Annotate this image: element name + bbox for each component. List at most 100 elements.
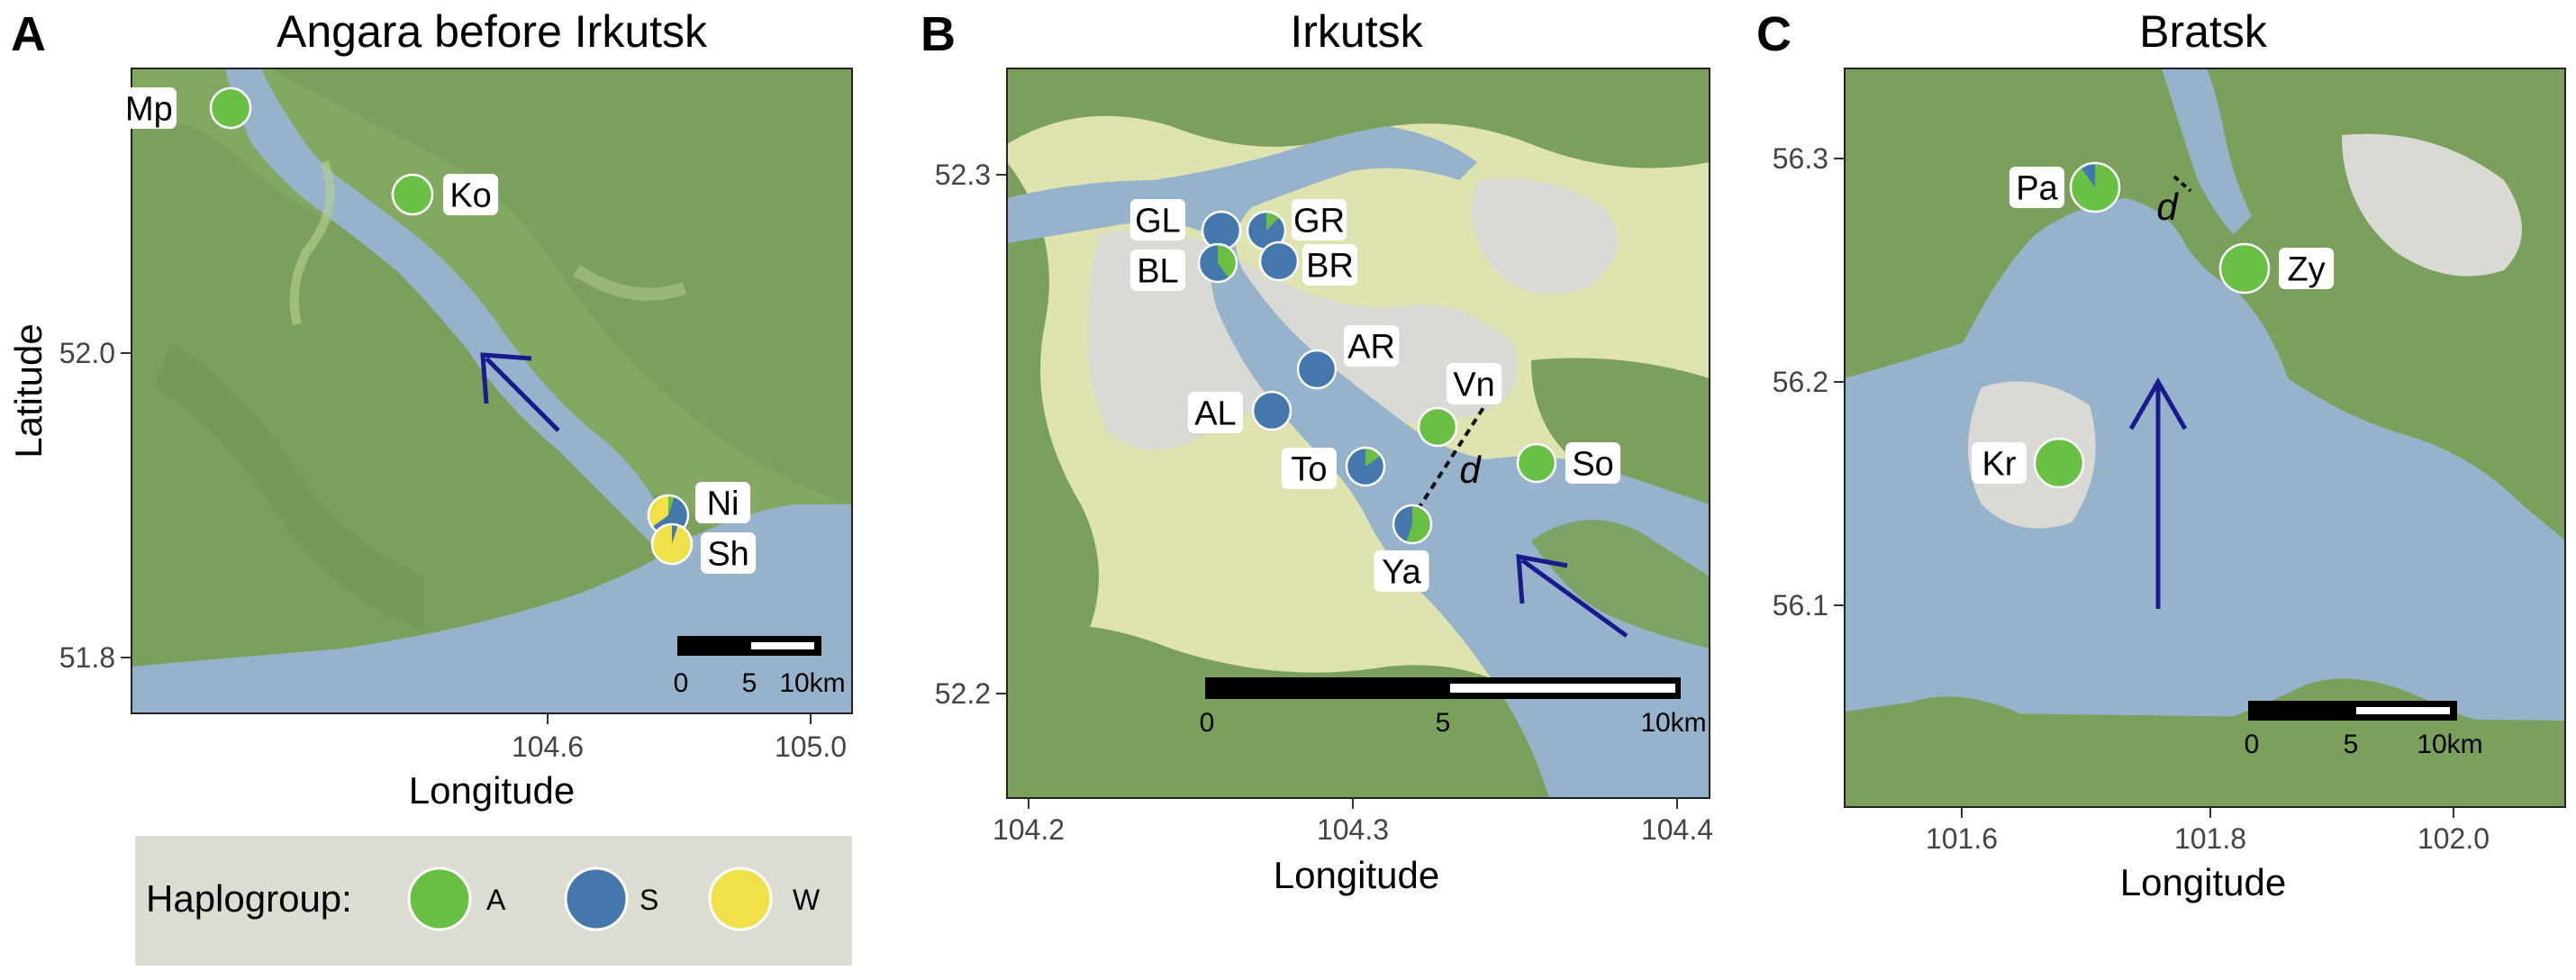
x-tick-label: 104.4 [1641, 813, 1713, 846]
urban-west [1968, 381, 2096, 529]
site-label: Mp [125, 90, 173, 128]
site-label: AL [1194, 395, 1236, 432]
angara-river [225, 68, 694, 558]
x-tick-label: 105.0 [775, 730, 847, 763]
site-marker-so: So [1516, 442, 1621, 484]
legend-swatch-s [564, 867, 629, 931]
map-c-frame [1844, 68, 2566, 808]
clearing [573, 265, 687, 301]
scale-label: 5 [2344, 730, 2359, 759]
scalebar-b: 0 5 10km [1200, 677, 1707, 738]
urban-east [1471, 178, 1618, 295]
map-b-frame [1006, 68, 1710, 799]
pie-outline [391, 173, 434, 216]
pie-outline [2218, 242, 2271, 295]
tributary [289, 160, 335, 326]
forest-north [1007, 68, 1710, 168]
scale-label: 5 [1436, 708, 1451, 738]
site-label-background [1374, 550, 1429, 592]
site-label-background [1344, 325, 1400, 367]
site-label: Vn [1453, 366, 1494, 404]
site-marker-ni: Ni [647, 482, 751, 537]
forest-peninsula [1531, 520, 1710, 649]
site-label: AR [1347, 328, 1395, 366]
site-label-background [1302, 244, 1358, 286]
map-a-frame [131, 68, 853, 714]
panel-b-title: Irkutsk [1290, 6, 1423, 57]
site-marker-mp: Mp [121, 86, 252, 130]
pie-slice-S [1202, 212, 1240, 250]
site-label-background [1447, 363, 1502, 404]
pie-outline [1197, 242, 1238, 284]
site-marker-gr: GR [1246, 199, 1347, 251]
scalebar-a: 0 5 10km [674, 636, 846, 698]
pie-slice-A [393, 175, 432, 214]
site-label: Kr [1982, 445, 2016, 483]
map-a [132, 68, 852, 713]
axes-c: 101.6 101.8 102.0 56.3 56.2 56.1 Longitu… [1773, 142, 2490, 903]
panel-c-title: Bratsk [2139, 6, 2268, 57]
x-tick-label: 104.2 [993, 813, 1065, 846]
site-label-background [1129, 199, 1185, 240]
site-label: GR [1293, 202, 1345, 240]
x-tick-label: 104.6 [512, 730, 584, 763]
legend-swatch-a [407, 867, 472, 931]
pie-outline [1258, 240, 1300, 282]
axes-b: 104.2 104.3 104.4 52.3 52.2 Longitude [935, 159, 1713, 896]
site-marker-zy: Zy [2218, 242, 2335, 295]
forest-south [1845, 712, 2565, 807]
legend-swatch-w [708, 867, 773, 931]
y-axis-label: Latitude [7, 323, 50, 458]
site-marker-kr: Kr [1971, 437, 2085, 489]
x-axis-label: Longitude [1274, 854, 1440, 896]
site-label-background [1292, 199, 1347, 240]
pie-slice-S [1260, 242, 1298, 280]
pie-outline [1251, 390, 1293, 431]
site-label-background [1565, 442, 1621, 484]
pie-outline [2033, 437, 2085, 489]
site-marker-to: To [1281, 446, 1386, 489]
distance-line-b: d [1416, 402, 1488, 512]
pie-outline [1417, 406, 1458, 448]
scale-label: 10km [1640, 708, 1706, 738]
site-label: Sh [707, 535, 748, 573]
pie-slice-S [1253, 392, 1291, 430]
site-label: To [1291, 450, 1327, 488]
pie-slice-S [2081, 163, 2095, 187]
legend: Haplogroup: A S W [135, 836, 852, 966]
pie-slice-A [1218, 244, 1237, 278]
site-label: GL [1135, 202, 1181, 240]
y-tick-label: 51.8 [59, 641, 115, 674]
distance-line-c: d [2156, 175, 2192, 228]
map-c [1845, 68, 2565, 807]
site-marker-ar: AR [1296, 325, 1400, 390]
site-label-background [1971, 442, 2027, 484]
y-tick-label: 52.0 [59, 337, 115, 369]
scale-label: 10km [2417, 730, 2482, 759]
flow-arrow-a [480, 352, 560, 432]
pie-slice-S [1393, 505, 1412, 542]
site-label: BR [1306, 247, 1354, 285]
scale-label: 5 [742, 668, 757, 698]
pie-outline [1516, 442, 1557, 484]
pie-slice-A [1266, 212, 1280, 231]
pie-slice-W [651, 524, 692, 565]
map-b [1007, 68, 1710, 798]
site-label-background [701, 532, 757, 574]
site-label-background [121, 87, 177, 129]
site-marker-sh: Sh [650, 522, 757, 574]
site-label: Ko [449, 177, 491, 214]
site-label-background [1129, 250, 1185, 291]
site-marker-ko: Ko [391, 173, 499, 216]
panel-letter-b: B [921, 7, 956, 61]
site-label: So [1572, 445, 1613, 483]
axes-a: 104.6 105.0 52.0 51.8 Longitude Latitude [7, 323, 847, 812]
site-label-background [2279, 248, 2335, 289]
y-tick-label: 52.2 [935, 677, 991, 710]
site-label-background [1187, 392, 1243, 433]
pie-slice-S [1199, 244, 1229, 282]
pie-slice-A [2220, 244, 2269, 293]
forest-west [1007, 162, 1099, 685]
y-tick-label: 52.3 [935, 159, 991, 191]
